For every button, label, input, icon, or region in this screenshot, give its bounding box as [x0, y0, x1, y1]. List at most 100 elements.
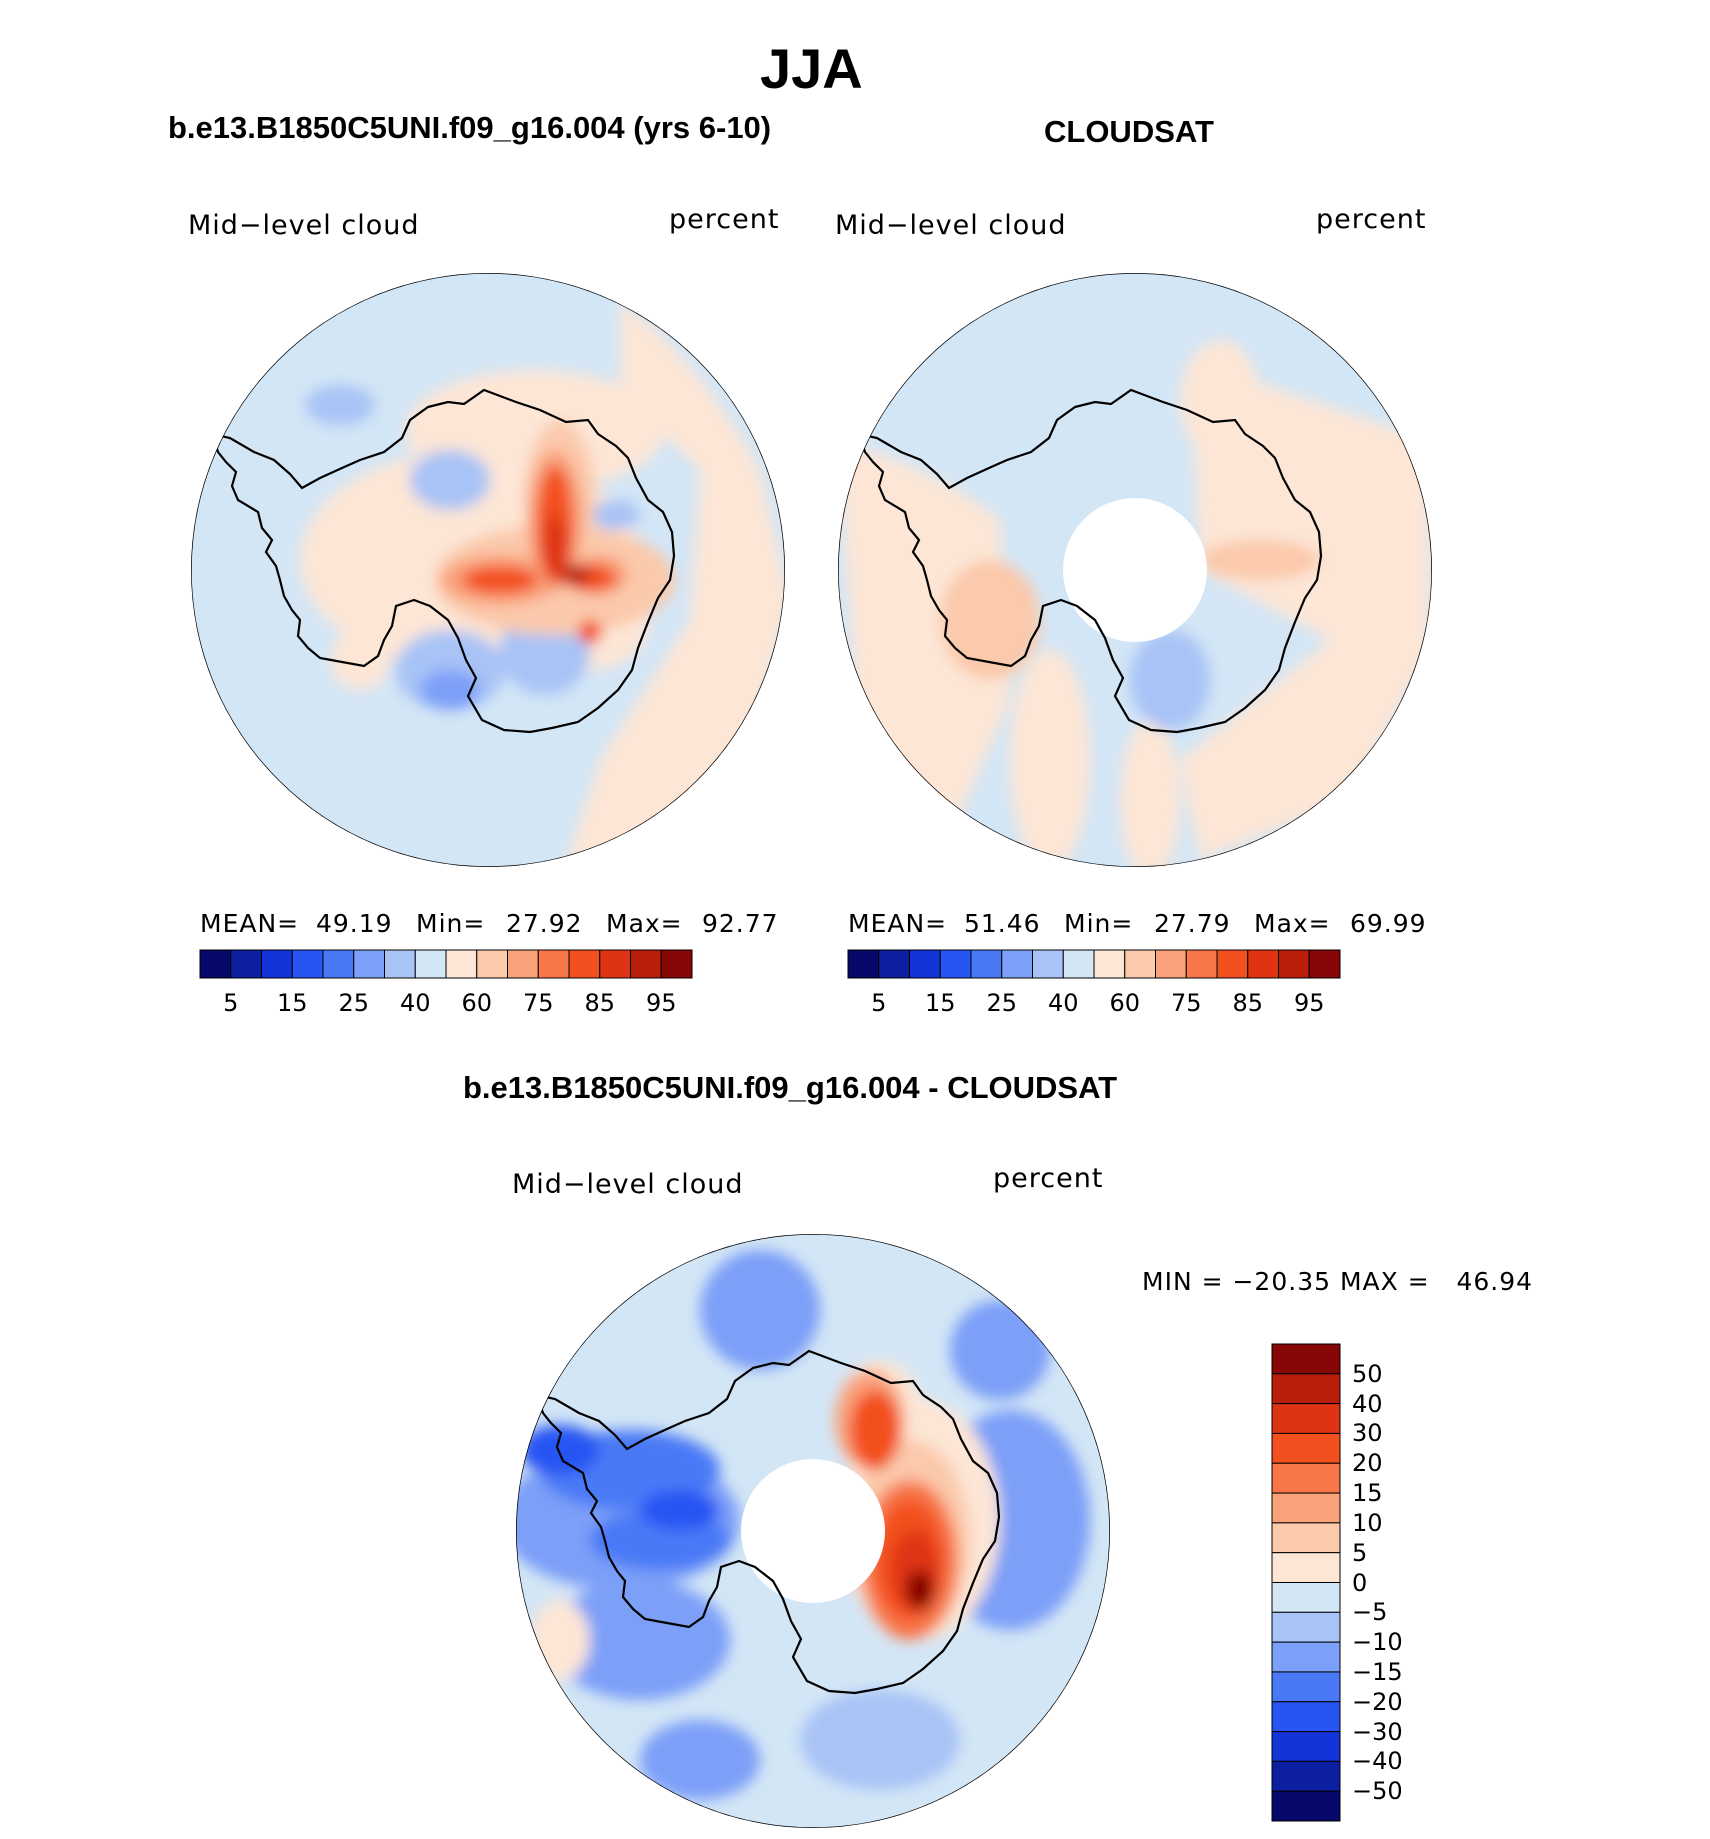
panel1-mean-value: 49.19 — [316, 909, 393, 938]
panel2-mean-label: MEAN= — [848, 909, 948, 938]
panel3-colorbar-swatch — [1271, 1552, 1341, 1583]
colorbar-tick-label: −20 — [1352, 1687, 1403, 1716]
panel2-colorbar — [847, 949, 1341, 979]
colorbar-tick-label: 5 — [223, 989, 239, 1017]
colorbar-tick-label: −40 — [1352, 1747, 1403, 1776]
panel3-units-label: percent — [993, 1163, 1104, 1194]
panel3-colorbar-swatch — [1271, 1760, 1341, 1792]
panel1-colorbar-swatch — [507, 949, 539, 979]
panel3-case-title: b.e13.B1850C5UNI.f09_g16.004 - CLOUDSAT — [463, 1070, 1118, 1105]
colorbar-tick-label: −10 — [1352, 1628, 1403, 1657]
panel3-variable-label: Mid−level cloud — [512, 1169, 744, 1200]
panel3-colorbar-swatch — [1271, 1492, 1341, 1524]
panel1-min-label: Min= — [416, 909, 486, 938]
panel2-colorbar-swatch — [1001, 949, 1033, 979]
colorbar-tick-label: 25 — [338, 989, 370, 1017]
panel1-colorbar-swatch — [599, 949, 631, 979]
colorbar-tick-label: 30 — [1352, 1419, 1383, 1448]
colorbar-tick-label: 20 — [1352, 1449, 1383, 1478]
colorbar-tick-label: 25 — [986, 989, 1018, 1017]
panel2-colorbar-swatch — [1155, 949, 1187, 979]
panel2-colorbar-swatch — [1247, 949, 1279, 979]
panel1-max-label: Max= — [606, 909, 683, 938]
colorbar-tick-label: 40 — [399, 989, 431, 1017]
panel3-colorbar-swatch — [1271, 1343, 1341, 1375]
panel2-colorbar-swatch — [970, 949, 1003, 979]
panel1-colorbar — [199, 949, 693, 979]
colorbar-tick-label: 5 — [871, 989, 887, 1017]
panel2-colorbar-swatch — [1308, 949, 1341, 979]
colorbar-tick-label: 40 — [1047, 989, 1079, 1017]
panel1-variable-label: Mid−level cloud — [188, 210, 420, 241]
panel1-colorbar-swatch — [630, 949, 662, 979]
panel3-colorbar-swatch — [1271, 1671, 1341, 1703]
panel2-colorbar-swatch — [1278, 949, 1310, 979]
colorbar-tick-label: 75 — [1170, 989, 1202, 1017]
panel3-colorbar-swatch — [1271, 1522, 1341, 1554]
panel3-colorbar-swatch — [1271, 1790, 1341, 1822]
panel3-colorbar — [1271, 1343, 1341, 1822]
panel3-colorbar-swatch — [1271, 1403, 1341, 1434]
panel2-colorbar-swatch — [1124, 949, 1156, 979]
colorbar-tick-label: 15 — [924, 989, 956, 1017]
panel1-units-label: percent — [669, 204, 780, 235]
panel3-colorbar-swatch — [1271, 1611, 1341, 1643]
panel1-colorbar-swatch — [384, 949, 416, 979]
panel3-colorbar-swatch — [1271, 1462, 1341, 1494]
panel3-colorbar-swatch — [1271, 1641, 1341, 1673]
panel1-colorbar-swatch — [414, 949, 447, 979]
colorbar-tick-label: 85 — [1232, 989, 1264, 1017]
panel2-units-label: percent — [1316, 204, 1427, 235]
main-title: JJA — [760, 37, 863, 100]
panel1-colorbar-swatch — [291, 949, 324, 979]
panel3-minmax-text: MIN = −20.35 MAX = 46.94 — [1142, 1267, 1534, 1296]
panel3-colorbar-swatch — [1271, 1373, 1341, 1405]
panel2-min-label: Min= — [1064, 909, 1134, 938]
colorbar-tick-label: −30 — [1352, 1717, 1403, 1746]
panel2-colorbar-swatch — [878, 949, 910, 979]
panel1-colorbar-swatch — [660, 949, 693, 979]
panel1-map — [191, 273, 785, 867]
panel2-colorbar-swatch — [1062, 949, 1095, 979]
panel2-mean-value: 51.46 — [964, 909, 1041, 938]
panel1-max-value: 92.77 — [702, 909, 779, 938]
panel1-colorbar-swatch — [537, 949, 570, 979]
colorbar-tick-label: 15 — [276, 989, 308, 1017]
colorbar-tick-label: 85 — [584, 989, 616, 1017]
colorbar-tick-label: 60 — [1109, 989, 1141, 1017]
panel2-max-label: Max= — [1254, 909, 1331, 938]
panel2-colorbar-swatch — [1185, 949, 1218, 979]
colorbar-tick-label: 15 — [1352, 1479, 1383, 1508]
panel1-min-value: 27.92 — [506, 909, 583, 938]
panel1-colorbar-swatch — [353, 949, 385, 979]
panel3-map — [516, 1234, 1110, 1828]
panel2-colorbar-swatch — [909, 949, 941, 979]
panel2-colorbar-swatch — [939, 949, 972, 979]
panel3-colorbar-swatch — [1271, 1701, 1341, 1733]
panel1-colorbar-swatch — [568, 949, 601, 979]
colorbar-tick-label: −50 — [1352, 1777, 1403, 1806]
panel2-colorbar-swatch — [1216, 949, 1249, 979]
panel2-colorbar-swatch — [1032, 949, 1064, 979]
panel3-colorbar-swatch — [1271, 1432, 1341, 1464]
colorbar-tick-label: 95 — [1293, 989, 1325, 1017]
colorbar-tick-label: 40 — [1352, 1389, 1383, 1418]
panel2-case-title: CLOUDSAT — [1044, 114, 1214, 149]
colorbar-tick-label: 60 — [461, 989, 493, 1017]
colorbar-tick-label: 0 — [1352, 1568, 1368, 1597]
colorbar-tick-label: −5 — [1352, 1598, 1388, 1627]
panel2-variable-label: Mid−level cloud — [835, 210, 1067, 241]
panel1-colorbar-swatch — [445, 949, 478, 979]
panel3-colorbar-swatch — [1271, 1731, 1341, 1762]
panel1-colorbar-swatch — [230, 949, 262, 979]
colorbar-tick-label: 75 — [522, 989, 554, 1017]
colorbar-tick-label: 5 — [1352, 1538, 1368, 1567]
panel1-mean-label: MEAN= — [200, 909, 300, 938]
panel1-colorbar-swatch — [261, 949, 293, 979]
panel2-colorbar-swatch — [847, 949, 880, 979]
panel2-map — [838, 273, 1432, 867]
panel1-colorbar-swatch — [476, 949, 508, 979]
panel2-colorbar-swatch — [1093, 949, 1126, 979]
panel3-colorbar-swatch — [1271, 1582, 1341, 1613]
